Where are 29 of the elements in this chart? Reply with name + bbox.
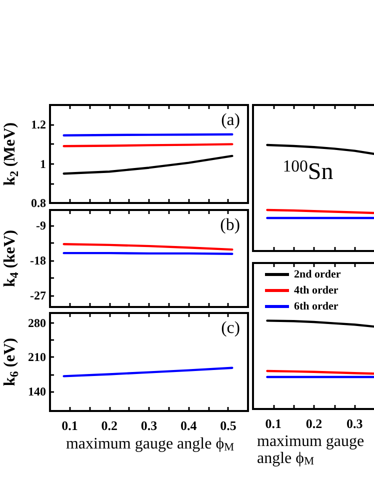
- x-tick-label: 0.4: [180, 418, 198, 433]
- x-tick-label: 0.1: [62, 418, 78, 433]
- annotation: (a): [221, 110, 240, 129]
- y-tick-label: -18: [30, 253, 46, 268]
- y-axis-title: k6 (eV): [2, 338, 21, 386]
- line-series: [62, 154, 234, 175]
- annotation: (c): [221, 318, 240, 337]
- y-tick-label: 140: [28, 384, 46, 398]
- legend-label: 4th order: [294, 284, 338, 296]
- y-axis-title: k2 (MeV): [2, 122, 21, 186]
- legend-label: 6th order: [294, 300, 338, 312]
- annotation: (b): [220, 215, 240, 234]
- x-tick-label: 0.5: [220, 418, 237, 433]
- y-axis-title: k4 (keV): [2, 230, 21, 288]
- y-tick-label: 280: [28, 316, 46, 330]
- y-tick-label: 0.8: [31, 196, 46, 210]
- y-tick-label: -27: [30, 288, 46, 302]
- y-tick-label: 1: [40, 156, 46, 171]
- y-tick-label: 210: [28, 350, 46, 364]
- line-series: [62, 366, 234, 378]
- x-tick-label: 0.3: [346, 416, 364, 431]
- x-tick-label: 0.1: [265, 416, 282, 431]
- x-tick-label: 0.3: [140, 418, 158, 433]
- x-tick-label: 0.2: [101, 418, 118, 433]
- legend-label: 2nd order: [294, 268, 341, 280]
- x-tick-label: 0.2: [306, 416, 322, 431]
- y-tick-label: -9: [36, 218, 46, 233]
- y-tick-label: 1.2: [31, 118, 46, 132]
- x-axis-title: maximum gauge angle ϕM: [257, 433, 364, 468]
